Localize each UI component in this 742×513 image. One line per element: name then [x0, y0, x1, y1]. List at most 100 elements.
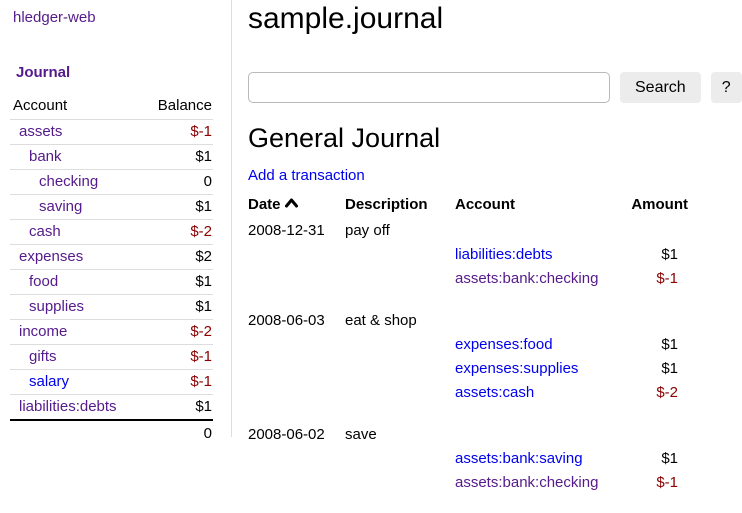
posting-amount: $1 — [661, 246, 678, 263]
account-link[interactable]: salary — [29, 373, 70, 390]
account-name-cell: bank — [10, 145, 141, 170]
sidebar: hledger-web Journal Account Balance asse… — [0, 0, 232, 442]
account-link[interactable]: assets — [19, 123, 63, 140]
account-name-cell: assets — [10, 120, 141, 145]
account-balance-table: Account Balance assets $-1 bank $1 checking 0… — [10, 93, 213, 446]
account-link[interactable]: supplies — [29, 298, 85, 315]
account-name-cell: supplies — [10, 295, 141, 320]
account-table-header: Account Balance — [10, 93, 213, 120]
account-link[interactable]: expenses — [19, 248, 84, 265]
account-row: salary $-1 — [10, 369, 213, 395]
posting-amount: $1 — [661, 360, 678, 377]
account-total-value: 0 — [203, 425, 212, 442]
account-balance: $-2 — [190, 223, 212, 240]
posting-row: expenses:food $1 — [248, 333, 688, 357]
account-name-cell: saving — [10, 195, 141, 220]
search-help-button[interactable]: ? — [710, 72, 742, 103]
account-column-header: Account — [13, 97, 68, 114]
transaction-description: save — [345, 426, 377, 443]
account-link[interactable]: gifts — [29, 348, 57, 365]
account-name-cell: cash — [10, 220, 141, 245]
journal-table-body: 2008-12-31 pay off liabilities:debts $1 asse… — [248, 219, 688, 513]
journal-table: Date Description Account Amount 2008-12-… — [248, 191, 688, 513]
journal-heading: General Journal — [248, 123, 441, 153]
account-name-cell: salary — [10, 370, 141, 395]
account-row: food $1 — [10, 269, 213, 295]
posting-row: expenses:supplies $1 — [248, 357, 688, 381]
transaction-date: 2008-06-03 — [248, 312, 325, 329]
account-name-cell: checking — [10, 170, 141, 195]
account-row: gifts $-1 — [10, 344, 213, 370]
account-balance: 0 — [203, 173, 212, 190]
posting-amount: $-1 — [656, 270, 678, 287]
account-total-row: 0 — [10, 420, 213, 446]
account-balance: $-2 — [190, 323, 212, 340]
journal-table-header: Date Description Account Amount — [248, 191, 688, 219]
posting-amount: $1 — [661, 450, 678, 467]
posting-account-link[interactable]: expenses:food — [455, 336, 553, 353]
posting-account-cell: expenses:food — [455, 333, 630, 357]
transaction-spacer — [248, 405, 688, 423]
add-transaction-link[interactable]: Add a transaction — [248, 167, 365, 184]
main-content: sample.journal Search ? General Journal … — [232, 0, 742, 513]
sidebar-section-journal: Journal — [16, 64, 71, 81]
description-column-header: Description — [345, 195, 428, 213]
account-row: liabilities:debts $1 — [10, 394, 213, 421]
date-column-header[interactable]: Date — [248, 191, 345, 219]
account-row: assets $-1 — [10, 119, 213, 145]
posting-row: assets:bank:checking $-1 — [248, 267, 688, 291]
account-column-header-main: Account — [455, 195, 515, 213]
account-name-cell: food — [10, 270, 141, 295]
account-link[interactable]: liabilities:debts — [19, 398, 117, 415]
account-link[interactable]: food — [29, 273, 59, 290]
posting-account-link[interactable]: assets:cash — [455, 384, 535, 401]
account-name-cell: expenses — [10, 245, 141, 270]
posting-row: liabilities:debts $1 — [248, 243, 688, 267]
account-name-cell: gifts — [10, 345, 141, 370]
account-row: bank $1 — [10, 144, 213, 170]
transaction-spacer — [248, 291, 688, 309]
posting-amount: $-2 — [656, 384, 678, 401]
transaction-row: 2008-06-03 eat & shop — [248, 309, 688, 333]
amount-column-header: Amount — [631, 195, 688, 213]
search-input[interactable] — [248, 72, 610, 103]
account-link[interactable]: saving — [39, 198, 83, 215]
account-row: supplies $1 — [10, 294, 213, 320]
search-button[interactable]: Search — [620, 72, 701, 103]
account-row: expenses $2 — [10, 244, 213, 270]
account-balance: $1 — [195, 298, 212, 315]
posting-account-link[interactable]: liabilities:debts — [455, 246, 553, 263]
account-row: checking 0 — [10, 169, 213, 195]
account-balance: $1 — [195, 198, 212, 215]
transaction-description: pay off — [345, 222, 390, 239]
transaction-date: 2008-06-02 — [248, 426, 325, 443]
account-link[interactable]: cash — [29, 223, 61, 240]
account-name-cell: liabilities:debts — [10, 395, 141, 421]
posting-account-cell: assets:bank:checking — [455, 267, 630, 291]
account-balance: $-1 — [190, 123, 212, 140]
account-name-cell: income — [10, 320, 141, 345]
posting-account-cell: liabilities:debts — [455, 243, 630, 267]
posting-row: assets:bank:saving $1 — [248, 447, 688, 471]
account-link[interactable]: bank — [29, 148, 62, 165]
posting-account-link[interactable]: assets:bank:checking — [455, 474, 599, 491]
transaction-description: eat & shop — [345, 312, 417, 329]
account-table-body: assets $-1 bank $1 checking 0 saving $1 cash $-2 e… — [10, 119, 213, 421]
posting-account-link[interactable]: assets:bank:saving — [455, 450, 583, 467]
account-link[interactable]: income — [19, 323, 68, 340]
transaction-spacer — [248, 495, 688, 513]
account-balance: $1 — [195, 273, 212, 290]
posting-account-link[interactable]: assets:bank:checking — [455, 270, 599, 287]
posting-account-cell: assets:bank:checking — [455, 471, 630, 495]
posting-row: assets:bank:checking $-1 — [248, 471, 688, 495]
app-brand-link[interactable]: hledger-web — [13, 9, 96, 26]
posting-account-cell: assets:cash — [455, 381, 630, 405]
posting-amount: $1 — [661, 336, 678, 353]
account-link[interactable]: checking — [39, 173, 99, 190]
account-balance: $1 — [195, 148, 212, 165]
balance-column-header: Balance — [157, 97, 212, 114]
posting-account-cell: assets:bank:saving — [455, 447, 630, 471]
page-title: sample.journal — [248, 2, 444, 35]
posting-amount: $-1 — [656, 474, 678, 491]
posting-account-link[interactable]: expenses:supplies — [455, 360, 579, 377]
